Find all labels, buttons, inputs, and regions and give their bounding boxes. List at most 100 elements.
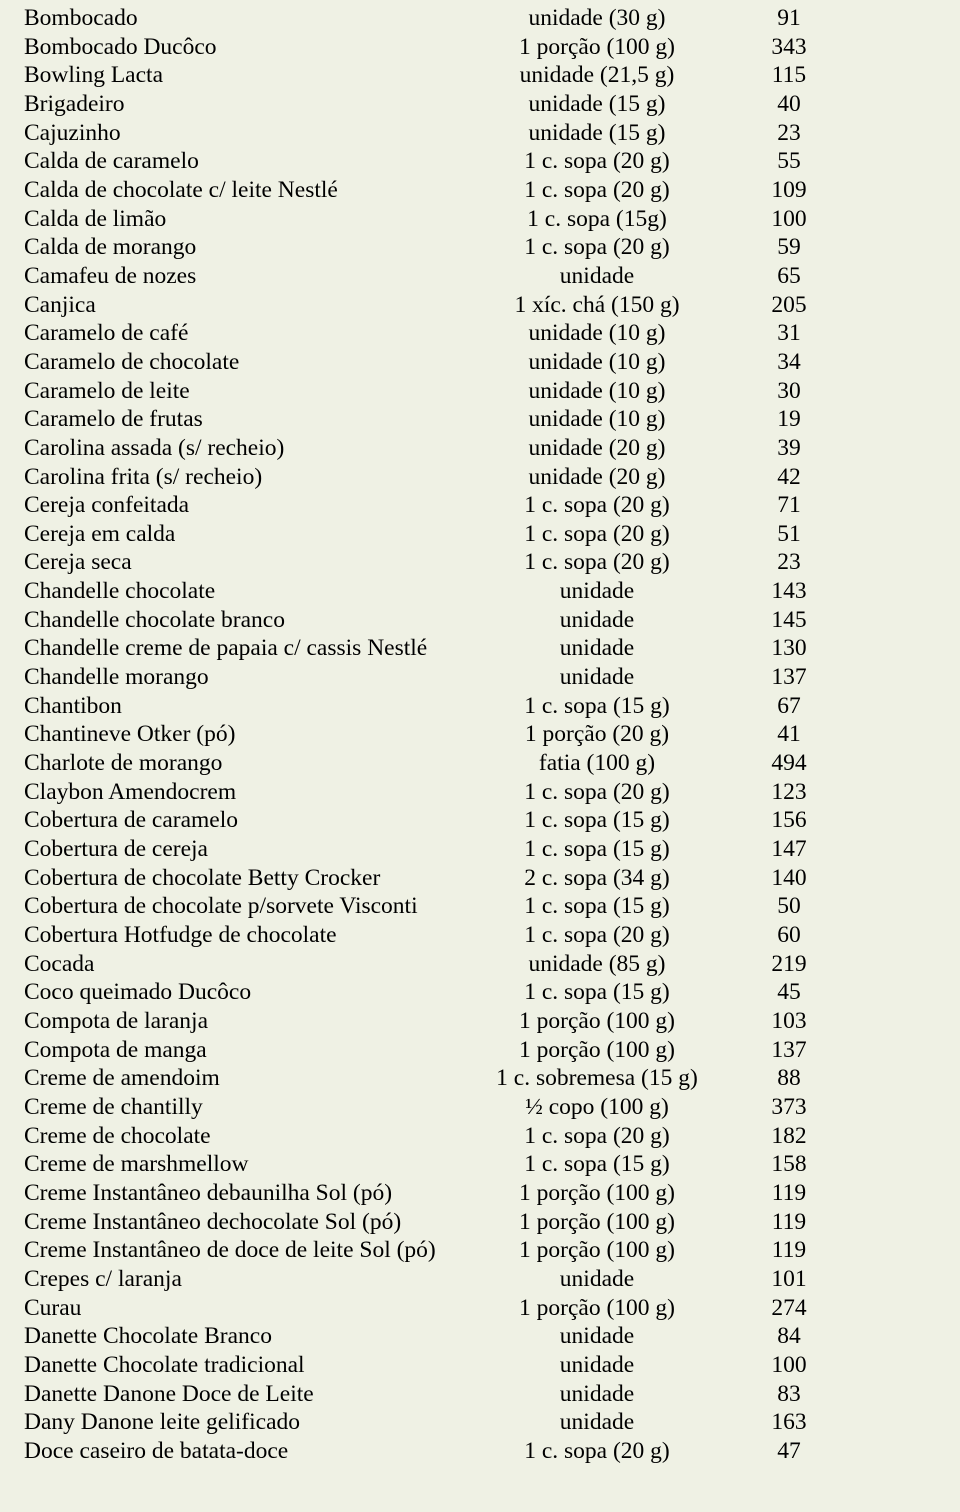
table-row: Chandelle creme de papaia c/ cassis Nest…	[24, 634, 936, 663]
calories-value: 51	[710, 520, 864, 549]
food-name: Canjica	[24, 291, 484, 320]
table-row: Danette Chocolate tradicionalunidade100	[24, 1351, 936, 1380]
portion-size: 1 c. sopa (20 g)	[484, 548, 710, 577]
food-name: Creme de chantilly	[24, 1093, 484, 1122]
portion-size: 1 c. sopa (20 g)	[484, 921, 710, 950]
calories-value: 42	[710, 463, 864, 492]
portion-size: 1 c. sopa (20 g)	[484, 147, 710, 176]
table-row: Bombocado Ducôco1 porção (100 g)343	[24, 33, 936, 62]
calories-value: 130	[710, 634, 864, 663]
food-name: Creme de chocolate	[24, 1122, 484, 1151]
table-row: Bombocadounidade (30 g)91	[24, 4, 936, 33]
portion-size: unidade	[484, 634, 710, 663]
calories-value: 34	[710, 348, 864, 377]
food-name: Compota de laranja	[24, 1007, 484, 1036]
calories-value: 140	[710, 864, 864, 893]
table-row: Chandelle chocolate brancounidade145	[24, 606, 936, 635]
portion-size: 1 c. sopa (20 g)	[484, 233, 710, 262]
portion-size: unidade	[484, 1265, 710, 1294]
food-name: Chantibon	[24, 692, 484, 721]
calories-value: 119	[710, 1179, 864, 1208]
calories-value: 100	[710, 1351, 864, 1380]
calories-value: 119	[710, 1236, 864, 1265]
food-name: Caramelo de frutas	[24, 405, 484, 434]
calories-value: 123	[710, 778, 864, 807]
table-row: Calda de caramelo1 c. sopa (20 g)55	[24, 147, 936, 176]
food-name: Danette Chocolate Branco	[24, 1322, 484, 1351]
portion-size: 1 porção (100 g)	[484, 1236, 710, 1265]
portion-size: 1 porção (100 g)	[484, 1007, 710, 1036]
table-row: Doce caseiro de batata-doce1 c. sopa (20…	[24, 1437, 936, 1466]
table-row: Cobertura de cereja1 c. sopa (15 g)147	[24, 835, 936, 864]
calories-value: 156	[710, 806, 864, 835]
portion-size: unidade (21,5 g)	[484, 61, 710, 90]
portion-size: 1 porção (100 g)	[484, 1294, 710, 1323]
table-row: Curau1 porção (100 g)274	[24, 1294, 936, 1323]
table-row: Chandelle morangounidade137	[24, 663, 936, 692]
calories-value: 143	[710, 577, 864, 606]
portion-size: unidade (20 g)	[484, 434, 710, 463]
calorie-table: Bombocadounidade (30 g)91Bombocado Ducôc…	[24, 4, 936, 1465]
portion-size: ½ copo (100 g)	[484, 1093, 710, 1122]
food-name: Cocada	[24, 950, 484, 979]
calories-value: 39	[710, 434, 864, 463]
food-name: Caramelo de café	[24, 319, 484, 348]
table-row: Creme Instantâneo debaunilha Sol (pó)1 p…	[24, 1179, 936, 1208]
portion-size: 1 c. sopa (15 g)	[484, 806, 710, 835]
table-row: Creme Instantâneo de doce de leite Sol (…	[24, 1236, 936, 1265]
table-row: Carolina frita (s/ recheio)unidade (20 g…	[24, 463, 936, 492]
food-name: Bowling Lacta	[24, 61, 484, 90]
calories-value: 163	[710, 1408, 864, 1437]
food-name: Creme Instantâneo dechocolate Sol (pó)	[24, 1208, 484, 1237]
calories-value: 88	[710, 1064, 864, 1093]
table-row: Caramelo de frutasunidade (10 g)19	[24, 405, 936, 434]
food-name: Cereja seca	[24, 548, 484, 577]
portion-size: 1 porção (20 g)	[484, 720, 710, 749]
portion-size: fatia (100 g)	[484, 749, 710, 778]
portion-size: unidade (20 g)	[484, 463, 710, 492]
food-name: Curau	[24, 1294, 484, 1323]
food-name: Danette Danone Doce de Leite	[24, 1380, 484, 1409]
calories-value: 84	[710, 1322, 864, 1351]
calories-value: 373	[710, 1093, 864, 1122]
food-name: Carolina frita (s/ recheio)	[24, 463, 484, 492]
food-name: Creme Instantâneo debaunilha Sol (pó)	[24, 1179, 484, 1208]
food-name: Cereja em calda	[24, 520, 484, 549]
calories-value: 137	[710, 663, 864, 692]
portion-size: unidade (15 g)	[484, 90, 710, 119]
portion-size: unidade	[484, 262, 710, 291]
table-row: Compota de manga1 porção (100 g)137	[24, 1036, 936, 1065]
table-row: Chantibon1 c. sopa (15 g)67	[24, 692, 936, 721]
calories-value: 23	[710, 548, 864, 577]
portion-size: unidade	[484, 606, 710, 635]
table-row: Cobertura Hotfudge de chocolate1 c. sopa…	[24, 921, 936, 950]
portion-size: unidade (30 g)	[484, 4, 710, 33]
food-name: Carolina assada (s/ recheio)	[24, 434, 484, 463]
calories-value: 60	[710, 921, 864, 950]
food-name: Coco queimado Ducôco	[24, 978, 484, 1007]
portion-size: 1 porção (100 g)	[484, 1208, 710, 1237]
table-row: Dany Danone leite gelificadounidade163	[24, 1408, 936, 1437]
portion-size: 1 c. sopa (20 g)	[484, 1437, 710, 1466]
table-row: Compota de laranja1 porção (100 g)103	[24, 1007, 936, 1036]
calories-value: 40	[710, 90, 864, 119]
table-row: Cajuzinhounidade (15 g)23	[24, 119, 936, 148]
food-name: Chantineve Otker (pó)	[24, 720, 484, 749]
table-row: Caramelo de caféunidade (10 g)31	[24, 319, 936, 348]
food-name: Chandelle chocolate branco	[24, 606, 484, 635]
food-name: Compota de manga	[24, 1036, 484, 1065]
table-row: Coco queimado Ducôco1 c. sopa (15 g)45	[24, 978, 936, 1007]
table-row: Chandelle chocolateunidade143	[24, 577, 936, 606]
food-name: Creme de marshmellow	[24, 1150, 484, 1179]
calories-value: 103	[710, 1007, 864, 1036]
portion-size: 2 c. sopa (34 g)	[484, 864, 710, 893]
food-name: Danette Chocolate tradicional	[24, 1351, 484, 1380]
food-name: Claybon Amendocrem	[24, 778, 484, 807]
calories-value: 55	[710, 147, 864, 176]
portion-size: unidade	[484, 1351, 710, 1380]
food-name: Calda de limão	[24, 205, 484, 234]
food-name: Cereja confeitada	[24, 491, 484, 520]
table-row: Calda de limão1 c. sopa (15g)100	[24, 205, 936, 234]
calories-value: 19	[710, 405, 864, 434]
calories-value: 100	[710, 205, 864, 234]
